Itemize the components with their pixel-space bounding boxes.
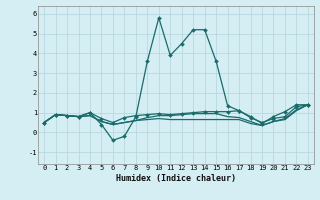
X-axis label: Humidex (Indice chaleur): Humidex (Indice chaleur) xyxy=(116,174,236,183)
